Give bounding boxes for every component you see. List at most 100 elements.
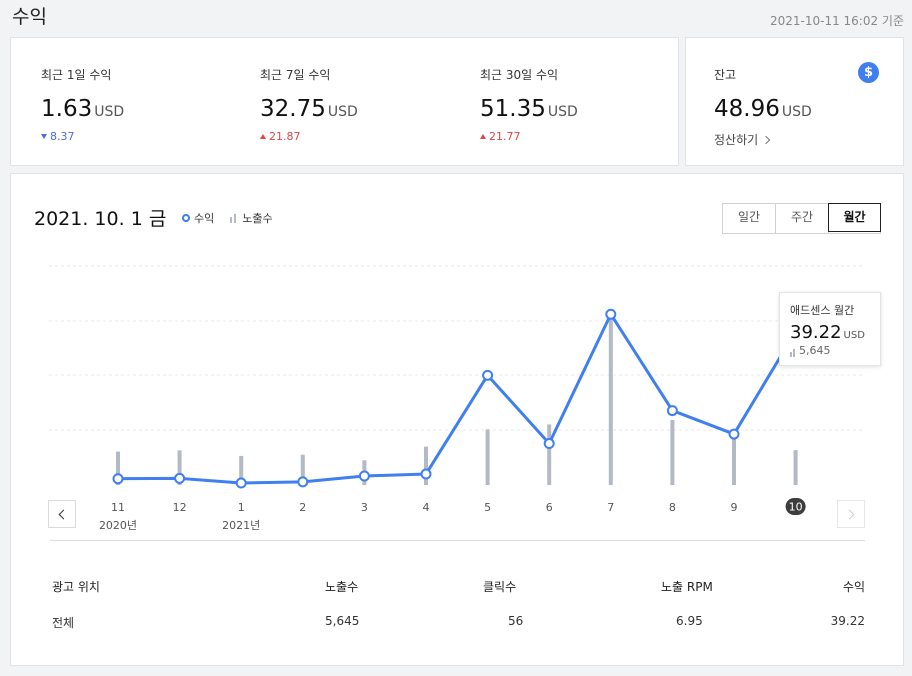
revenue-point: [358, 470, 370, 482]
legend-impressions-label: 노출수: [242, 212, 273, 225]
x-tick-label: 1: [238, 501, 245, 514]
settle-link-label: 정산하기: [714, 133, 759, 147]
impressions-bar: [670, 420, 675, 485]
x-tick-label: 12: [173, 501, 187, 514]
chart-prev-button[interactable]: [48, 500, 76, 528]
balance-label: 잔고: [714, 68, 737, 82]
impressions-bar: [177, 450, 182, 485]
x-tick-label: 8: [669, 501, 676, 514]
tab-daily[interactable]: 일간: [723, 204, 776, 233]
chevron-right-icon: [844, 509, 855, 519]
stat-change: 21.77: [480, 130, 578, 143]
x-year-label: 2020년: [99, 519, 137, 532]
x-tick-label: 9: [731, 501, 738, 514]
bar-chart-icon: [790, 349, 796, 357]
stat-label: 최근 7일 수익: [260, 68, 331, 82]
stat-value: 1.63 USD: [41, 96, 124, 122]
chart-card: 2021. 10. 1 금 수익 노출수 일간 주간 월간 11 12 1 2 3 4 5 6…: [10, 173, 904, 666]
period-tabs: 일간 주간 월간: [722, 203, 881, 234]
table-header-cell: 노출 RPM: [661, 580, 713, 594]
revenue-point: [420, 468, 432, 480]
impressions-bar: [485, 429, 490, 485]
chart-next-button[interactable]: [837, 500, 865, 528]
stat-1day: 최근 1일 수익 1.63 USD 8.37: [41, 66, 124, 143]
revenue-point: [235, 477, 247, 489]
tooltip-impressions: 5,645: [790, 344, 870, 357]
table-header-cell: 광고 위치: [52, 580, 100, 594]
table-header-cell: 수익: [842, 580, 865, 594]
page-title: 수익: [12, 6, 47, 28]
balance-unit: USD: [781, 104, 812, 120]
chart-date: 2021. 10. 1 금: [34, 208, 167, 230]
tooltip-unit: USD: [843, 330, 865, 341]
stat-7day: 최근 7일 수익 32.75 USD 21.87: [260, 66, 358, 143]
table-cell: 전체: [52, 616, 75, 630]
revenue-point: [297, 476, 309, 488]
tooltip-impressions-value: 5,645: [799, 344, 831, 357]
impressions-bar: [239, 455, 244, 485]
stat-amount: 51.35: [480, 96, 546, 122]
stat-change-value: 8.37: [50, 130, 75, 143]
x-tick-label-selected: 10: [789, 501, 803, 514]
balance-value: 48.96 USD: [714, 96, 812, 122]
impressions-bar: [793, 450, 798, 485]
table-cell: 5,645: [325, 614, 360, 628]
table-cell: 39.22: [830, 614, 865, 628]
stat-change-value: 21.87: [269, 130, 301, 143]
tab-monthly[interactable]: 월간: [828, 203, 881, 232]
balance-stat: 잔고 48.96 USD 정산하기: [714, 66, 812, 148]
x-year-label: 2021년: [222, 519, 260, 532]
impressions-bar: [547, 424, 552, 485]
impressions-bar: [424, 446, 428, 485]
revenue-table: 광고 위치 노출수 클릭수 노출 RPM 수익 전체 5,645 56 6.95…: [50, 540, 865, 640]
legend-revenue-label: 수익: [194, 212, 215, 225]
chevron-left-icon: [58, 509, 69, 519]
revenue-point: [543, 437, 555, 449]
revenue-point: [605, 308, 617, 320]
stat-amount: 1.63: [41, 96, 93, 122]
revenue-point: [174, 472, 186, 484]
table-cell: 56: [508, 614, 524, 628]
balance-card: 잔고 48.96 USD 정산하기 $: [685, 37, 904, 166]
revenue-line: [117, 312, 797, 485]
stat-value: 32.75 USD: [260, 96, 358, 122]
x-tick-label: 2: [299, 501, 306, 514]
x-tick-label: 11: [111, 501, 125, 514]
x-tick-highlight: [785, 498, 806, 515]
stat-30day: 최근 30일 수익 51.35 USD 21.77: [480, 66, 578, 143]
x-tick-label: 5: [484, 501, 491, 514]
settle-link[interactable]: 정산하기: [714, 131, 812, 148]
impressions-bar: [116, 451, 120, 485]
stat-unit: USD: [327, 104, 358, 120]
tooltip-amount: 39.22: [790, 322, 842, 343]
summary-card: 최근 1일 수익 1.63 USD 8.37 최근 7일 수익 32.75 USD …: [10, 37, 679, 166]
legend-revenue-marker: [182, 214, 190, 222]
stat-change: 8.37: [41, 130, 124, 143]
dollar-icon: $: [858, 62, 879, 83]
stat-change: 21.87: [260, 130, 358, 143]
balance-amount: 48.96: [714, 96, 780, 122]
chevron-right-icon: [761, 135, 771, 144]
x-tick-label: 7: [607, 501, 614, 514]
impressions-bar: [300, 454, 305, 485]
stat-value: 51.35 USD: [480, 96, 578, 122]
table-cell: 6.95: [676, 614, 703, 628]
legend-impressions-marker: [230, 213, 238, 223]
x-tick-label: 4: [423, 501, 430, 514]
revenue-point: [666, 405, 678, 417]
chart-legend: 수익 노출수: [182, 210, 273, 226]
triangle-up-icon: [260, 134, 266, 139]
stat-unit: USD: [547, 104, 578, 120]
updated-timestamp: 2021-10-11 16:02 기준: [769, 14, 904, 28]
impressions-bar: [732, 434, 736, 485]
table-header-cell: 노출수: [325, 580, 359, 594]
triangle-down-icon: [41, 134, 47, 139]
stat-unit: USD: [94, 104, 125, 120]
chart-tooltip: 애드센스 월간 39.22 USD 5,645: [779, 292, 881, 366]
tooltip-title: 애드센스 월간: [790, 304, 855, 317]
revenue-point: [482, 369, 494, 381]
revenue-point: [112, 473, 124, 485]
table-row: 전체 5,645 56 6.95 39.22: [50, 604, 865, 640]
table-header-row: 광고 위치 노출수 클릭수 노출 RPM 수익: [50, 568, 865, 604]
